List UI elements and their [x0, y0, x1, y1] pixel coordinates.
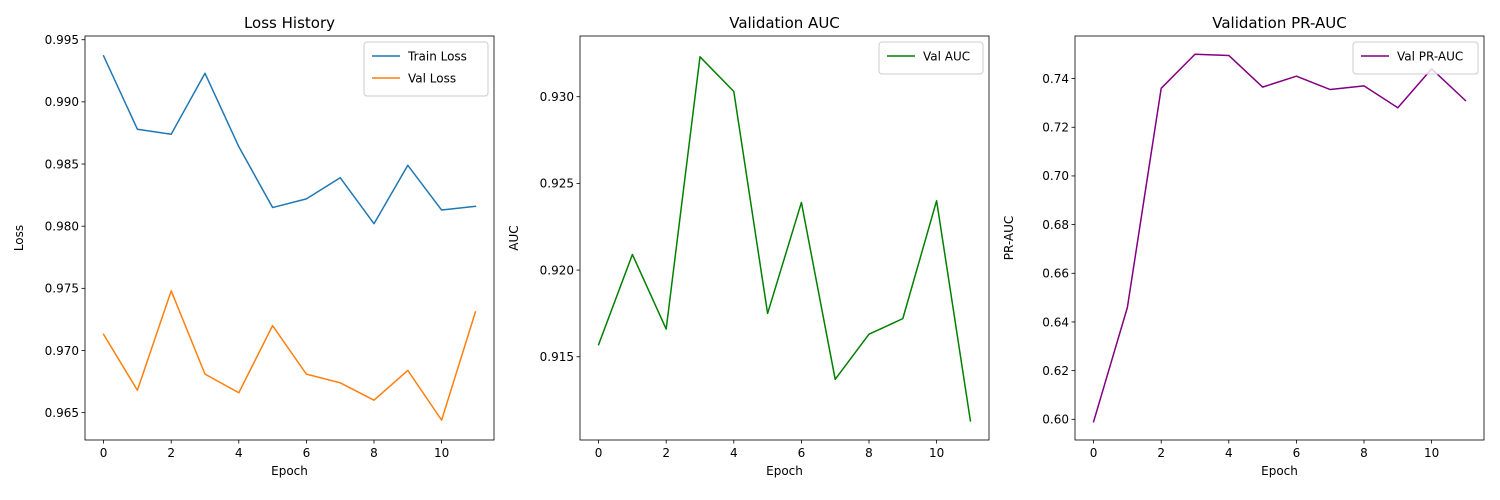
x-tick-label: 10 — [434, 446, 449, 460]
y-tick-label: 0.70 — [1042, 169, 1069, 183]
x-tick-label: 8 — [1360, 446, 1368, 460]
axes-frame — [1074, 35, 1485, 441]
chart-panel-1: 0 2 4 6 8 10 0.915 0.920 0.925 0.930 Validation AU… — [507, 14, 990, 478]
series-line-0-0 — [102, 54, 477, 225]
chart-panel-2: 0 2 4 6 8 10 0.60 0.62 0.64 0.66 0.68 0.70 0.72 0.74 V… — [1002, 14, 1485, 478]
x-tick-label: 0 — [1090, 446, 1098, 460]
y-tick-label: 0.68 — [1042, 218, 1069, 232]
y-tick-label: 0.62 — [1042, 364, 1069, 378]
y-tick-label: 0.64 — [1042, 315, 1069, 329]
x-tick-label: 0 — [595, 446, 603, 460]
legend-box — [878, 41, 984, 75]
y-tick-label: 0.60 — [1042, 413, 1069, 427]
legend: Train Loss Val Loss — [363, 41, 489, 97]
y-tick-label: 0.930 — [540, 90, 574, 104]
x-tick-label: 6 — [1293, 446, 1301, 460]
legend-label: Train Loss — [407, 49, 467, 63]
x-tick-label: 10 — [1424, 446, 1439, 460]
series-line-0-1 — [102, 290, 477, 421]
y-tick-label: 0.915 — [540, 350, 574, 364]
x-tick-label: 4 — [235, 446, 243, 460]
legend-box — [1352, 41, 1479, 75]
x-tick-label: 2 — [662, 446, 670, 460]
axes-frame — [84, 35, 495, 441]
x-tick-label: 8 — [370, 446, 378, 460]
x-axis-label: Epoch — [271, 464, 308, 478]
y-tick-label: 0.975 — [45, 282, 79, 296]
chart-title: Loss History — [244, 14, 335, 32]
y-axis-label: AUC — [507, 225, 521, 250]
chart-title: Validation AUC — [729, 14, 840, 32]
y-tick-label: 0.965 — [45, 406, 79, 420]
y-tick-label: 0.970 — [45, 344, 79, 358]
chart-title: Validation PR-AUC — [1212, 14, 1347, 32]
x-axis-label: Epoch — [766, 464, 803, 478]
x-tick-label: 2 — [1157, 446, 1165, 460]
series-line-2-0 — [1092, 53, 1467, 423]
x-tick-label: 4 — [730, 446, 738, 460]
y-tick-label: 0.74 — [1042, 72, 1069, 86]
y-tick-label: 0.925 — [540, 177, 574, 191]
x-tick-label: 2 — [167, 446, 175, 460]
y-tick-label: 0.920 — [540, 263, 574, 277]
y-axis-label: Loss — [12, 225, 26, 251]
y-tick-label: 0.995 — [45, 33, 79, 47]
y-axis-label: PR-AUC — [1002, 216, 1016, 261]
axes-frame — [579, 35, 990, 441]
x-axis-label: Epoch — [1261, 464, 1298, 478]
y-tick-label: 0.980 — [45, 219, 79, 233]
x-tick-label: 10 — [929, 446, 944, 460]
legend: Val PR-AUC — [1352, 41, 1479, 75]
y-tick-label: 0.985 — [45, 157, 79, 171]
x-tick-label: 4 — [1225, 446, 1233, 460]
legend-label: Val PR-AUC — [1397, 49, 1463, 63]
x-tick-label: 6 — [303, 446, 311, 460]
legend: Val AUC — [878, 41, 984, 75]
x-tick-label: 6 — [798, 446, 806, 460]
legend-label: Val Loss — [408, 71, 456, 85]
x-tick-label: 0 — [100, 446, 108, 460]
y-tick-label: 0.72 — [1042, 121, 1069, 135]
x-tick-label: 8 — [865, 446, 873, 460]
chart-panel-0: 0 2 4 6 8 10 0.965 0.970 0.975 0.980 0.985 0.990 0.9… — [12, 14, 495, 478]
legend-label: Val AUC — [923, 49, 970, 63]
y-tick-label: 0.66 — [1042, 267, 1069, 281]
series-line-1-0 — [597, 56, 972, 422]
y-tick-label: 0.990 — [45, 95, 79, 109]
